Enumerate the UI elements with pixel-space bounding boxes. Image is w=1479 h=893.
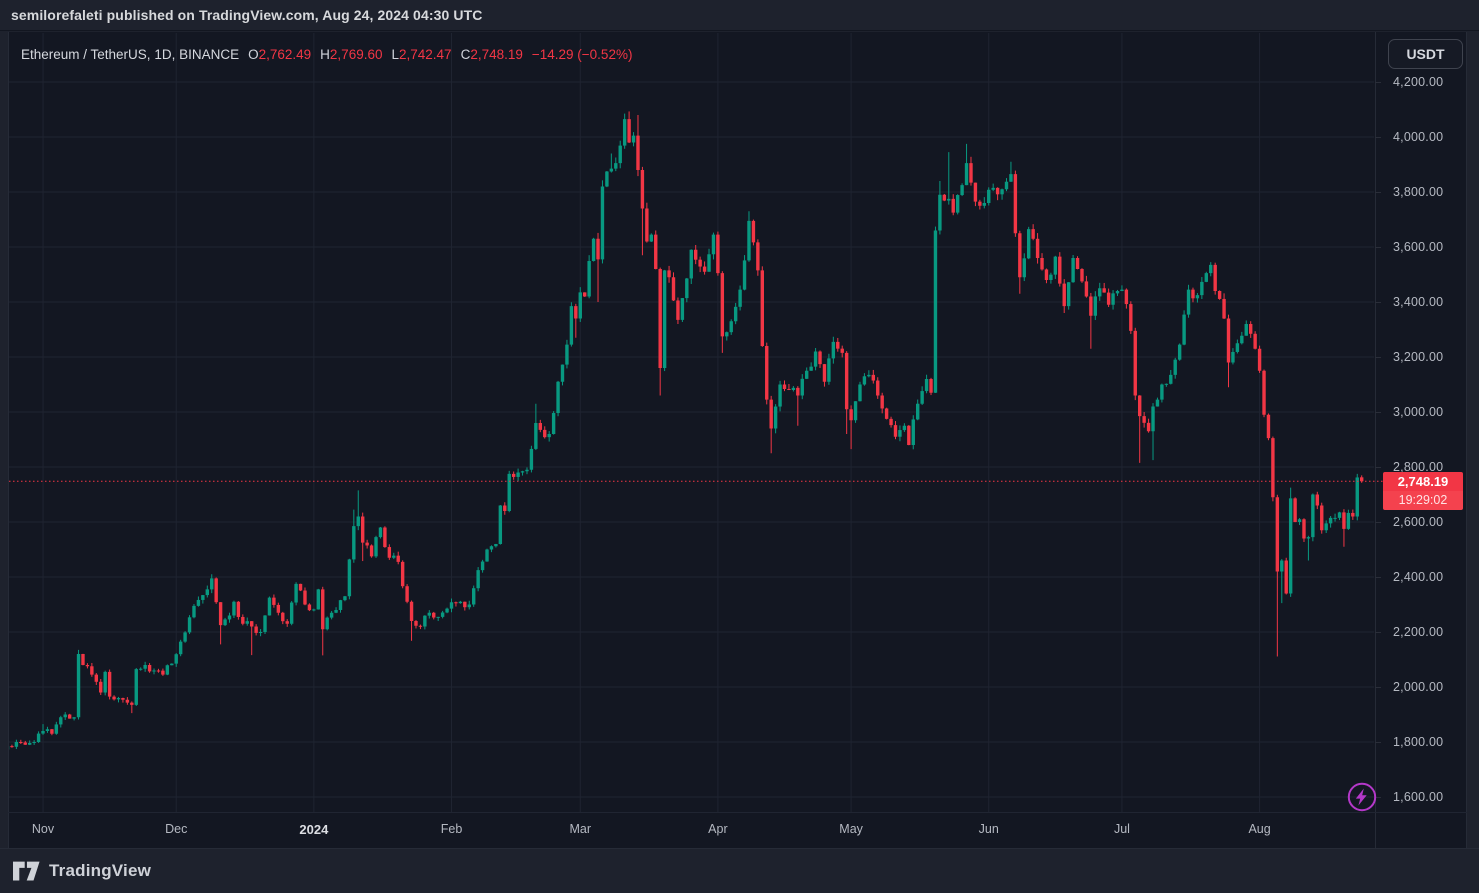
time-tick-label: Feb [440, 822, 463, 836]
publish-banner-text: semilorefaleti published on TradingView.… [11, 7, 483, 23]
tradingview-brand-link[interactable]: TradingView [49, 861, 152, 880]
chart-pane[interactable] [8, 32, 1467, 848]
price-tick-mark [1375, 797, 1381, 798]
price-tick-label: 3,000.00 [1393, 405, 1444, 419]
price-tick-label: 2,000.00 [1393, 680, 1444, 694]
price-tick-mark [1375, 247, 1381, 248]
legend-close: C 2,748.19 [460, 47, 523, 62]
symbol-title[interactable]: Ethereum / TetherUS, 1D, BINANCE [21, 47, 240, 62]
tradingview-logo-icon[interactable] [13, 861, 40, 882]
lightning-icon [1347, 782, 1377, 812]
time-axis-border [8, 812, 1467, 814]
time-tick-label: Mar [569, 822, 592, 836]
time-tick-label: May [839, 822, 863, 836]
price-tick-mark [1375, 467, 1381, 468]
chart-frame-bottom-border [0, 848, 1479, 849]
price-tick-mark [1375, 137, 1381, 138]
bar-countdown-timer: 19:29:02 [1383, 490, 1463, 510]
price-tick-label: 3,600.00 [1393, 240, 1444, 254]
price-tick-label: 1,600.00 [1393, 790, 1444, 804]
price-tick-label: 2,200.00 [1393, 625, 1444, 639]
legend-open: O 2,762.49 [248, 47, 312, 62]
price-tick-mark [1375, 632, 1381, 633]
footer-bar: TradingView [0, 849, 1479, 893]
price-tick-label: 2,400.00 [1393, 570, 1444, 584]
currency-toggle-label: USDT [1406, 46, 1445, 62]
legend-change: −14.29 (−0.52%) [531, 47, 633, 62]
time-tick-label: Dec [165, 822, 188, 836]
price-tick-mark [1375, 522, 1381, 523]
price-tick-label: 3,400.00 [1393, 295, 1444, 309]
lightning-button[interactable] [1346, 781, 1378, 813]
price-tick-mark [1375, 82, 1381, 83]
price-tick-mark [1375, 742, 1381, 743]
price-tick-label: 1,800.00 [1393, 735, 1444, 749]
price-tick-label: 4,000.00 [1393, 130, 1444, 144]
symbol-legend: Ethereum / TetherUS, 1D, BINANCE O 2,762.… [21, 47, 632, 62]
legend-high: H 2,769.60 [320, 47, 383, 62]
price-tick-label: 4,200.00 [1393, 75, 1444, 89]
price-tick-label: 3,800.00 [1393, 185, 1444, 199]
last-price-value: 2,748.19 [1383, 471, 1463, 491]
price-tick-mark [1375, 412, 1381, 413]
last-price-label: 2,748.19 19:29:02 [1383, 471, 1463, 510]
legend-low: L 2,742.47 [391, 47, 452, 62]
price-tick-mark [1375, 357, 1381, 358]
publish-banner: semilorefaleti published on TradingView.… [0, 0, 1479, 31]
price-tick-mark [1375, 192, 1381, 193]
price-tick-label: 2,600.00 [1393, 515, 1444, 529]
price-tick-mark [1375, 687, 1381, 688]
price-tick-label: 3,200.00 [1393, 350, 1444, 364]
time-tick-label: Nov [31, 822, 55, 836]
time-tick-label: Jun [978, 822, 999, 836]
price-tick-label: 2,800.00 [1393, 460, 1444, 474]
price-axis[interactable] [1376, 32, 1467, 812]
price-tick-mark [1375, 302, 1381, 303]
price-axis-border [1375, 32, 1376, 848]
currency-toggle-button[interactable]: USDT [1388, 39, 1463, 69]
time-tick-label: 2024 [299, 822, 329, 837]
time-tick-label: Apr [708, 822, 728, 836]
price-tick-mark [1375, 577, 1381, 578]
time-tick-label: Aug [1248, 822, 1271, 836]
time-tick-label: Jul [1113, 822, 1130, 836]
